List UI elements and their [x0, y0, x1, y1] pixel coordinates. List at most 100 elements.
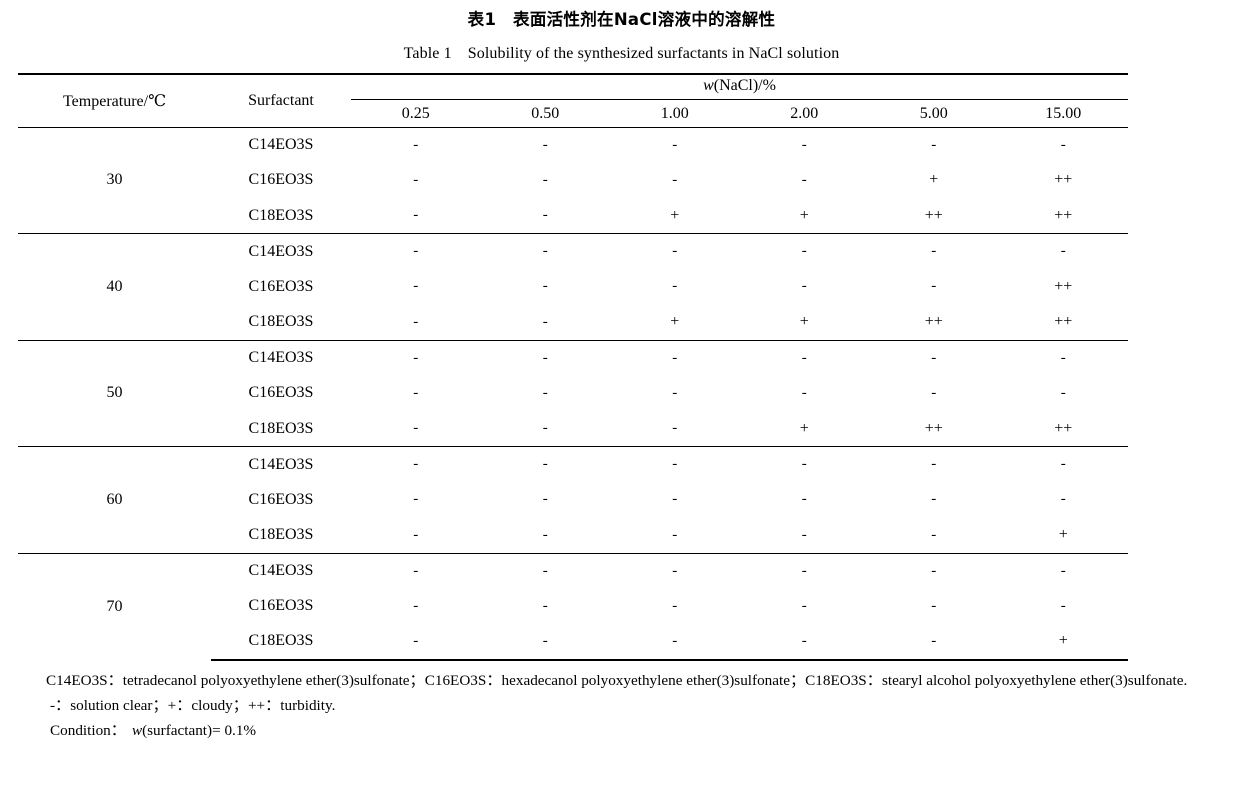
column-header-conc-1: 0.50: [531, 104, 560, 122]
footnote-condition: Condition： w(surfactant)= 0.1%: [16, 718, 1230, 743]
nacl-span-rule: [351, 99, 1129, 100]
cell-solubility-mark: -: [413, 171, 419, 188]
cell-solubility-mark: -: [931, 278, 937, 295]
solubility-table-container: Temperature/℃ Surfactant w(NaCl)/% 0.25 …: [18, 73, 1129, 661]
cell-solubility-mark: -: [998, 552, 1129, 589]
cell-solubility-mark: -: [801, 491, 807, 508]
header-underline-row: [18, 99, 1129, 100]
cell-solubility-mark: +: [929, 171, 939, 189]
cell-solubility-mark: -: [542, 526, 548, 543]
cell-solubility-mark: -: [351, 233, 481, 269]
table-footnotes: C14EO3S：tetradecanol polyoxyethylene eth…: [16, 668, 1230, 743]
cell-surfactant: C14EO3S: [211, 126, 351, 163]
nacl-group-rest: (NaCl)/%: [713, 77, 776, 94]
cell-solubility-mark: -: [351, 339, 481, 376]
cell-solubility-mark: -: [801, 278, 807, 295]
cell-solubility-mark: -: [413, 420, 419, 436]
cell-surfactant: C16EO3S: [248, 490, 314, 508]
cell-solubility-mark: -: [542, 171, 548, 188]
cell-solubility-mark: ++: [1054, 313, 1073, 330]
table-row: 60 C14EO3S - - - - - -: [18, 446, 1129, 553]
table-row: C18EO3S - - + + ++ ++: [18, 305, 1128, 341]
column-header-conc-2: 1.00: [660, 104, 689, 122]
column-header-nacl-group: w(NaCl)/%: [351, 74, 1128, 99]
cell-solubility-mark: ++: [924, 206, 943, 224]
cell-surfactant: C16EO3S: [248, 384, 314, 402]
cell-solubility-mark: -: [869, 446, 999, 482]
cell-solubility-mark: -: [998, 126, 1129, 163]
cell-surfactant: C18EO3S: [248, 419, 314, 437]
cell-solubility-mark: -: [869, 624, 999, 661]
cell-solubility-mark: -: [413, 526, 419, 543]
column-header-conc-5: 15.00: [1045, 104, 1082, 122]
cell-solubility-mark: +: [799, 313, 809, 330]
cell-solubility-mark: -: [413, 313, 419, 330]
cell-solubility-mark: -: [672, 491, 678, 508]
cell-solubility-mark: -: [739, 552, 869, 589]
cell-surfactant: C16EO3S: [248, 277, 314, 295]
cell-solubility-mark: -: [739, 339, 869, 376]
cell-surfactant: C14EO3S: [211, 233, 351, 269]
cell-surfactant: C18EO3S: [248, 526, 314, 543]
table-row: C18EO3S - - + + ++ ++: [18, 198, 1128, 234]
header-row-concentrations: 0.25 0.50 1.00 2.00 5.00 15.00: [18, 100, 1128, 127]
cell-solubility-mark: ++: [1054, 419, 1073, 437]
table-row: C18EO3S - - - - - +: [18, 518, 1128, 554]
cell-solubility-mark: +: [799, 419, 809, 437]
condition-rest: (surfactant)= 0.1%: [142, 721, 257, 739]
cell-solubility-mark: -: [351, 624, 481, 661]
cell-solubility-mark: -: [480, 126, 610, 163]
condition-prefix: Condition：: [50, 721, 126, 739]
cell-solubility-mark: -: [610, 339, 740, 376]
cell-solubility-mark: -: [801, 526, 807, 543]
cell-solubility-mark: -: [480, 446, 610, 482]
cell-solubility-mark: ++: [924, 313, 943, 330]
cell-surfactant: C18EO3S: [211, 624, 351, 661]
cell-solubility-mark: -: [413, 207, 419, 223]
cell-surfactant: C18EO3S: [248, 313, 314, 330]
cell-solubility-mark: -: [1060, 384, 1066, 401]
cell-temperature: 60: [18, 446, 211, 553]
cell-solubility-mark: +: [1058, 526, 1068, 543]
cell-solubility-mark: -: [1060, 491, 1066, 508]
cell-surfactant: C14EO3S: [211, 339, 351, 376]
cell-solubility-mark: ++: [1054, 171, 1073, 189]
cell-solubility-mark: -: [801, 597, 807, 614]
cell-solubility-mark: -: [931, 597, 937, 614]
condition-w-symbol: w: [131, 721, 143, 739]
cell-surfactant: C14EO3S: [211, 446, 351, 482]
nacl-w-symbol: w: [703, 77, 714, 94]
cell-solubility-mark: -: [869, 126, 999, 163]
cell-solubility-mark: -: [801, 384, 807, 401]
cell-solubility-mark: -: [739, 233, 869, 269]
cell-solubility-mark: -: [480, 624, 610, 661]
header-row-group: Temperature/℃ Surfactant w(NaCl)/%: [18, 74, 1129, 110]
cell-solubility-mark: ++: [924, 419, 943, 437]
table-body: 30 C14EO3S - - - - - - C16EO3S - - - - + ++ C18EO3S - - + +…: [18, 126, 1129, 661]
cell-solubility-mark: -: [480, 339, 610, 376]
footnote-legend: -：solution clear；+：cloudy；++：turbidity.: [50, 696, 336, 714]
cell-solubility-mark: -: [998, 233, 1129, 269]
table-row: C16EO3S - - - - - -: [18, 482, 1128, 518]
cell-solubility-mark: -: [672, 171, 678, 188]
table-row: 50 C14EO3S - - - - - -: [18, 339, 1129, 447]
cell-solubility-mark: -: [610, 624, 740, 661]
cell-solubility-mark: -: [672, 526, 678, 543]
cell-solubility-mark: -: [351, 446, 481, 482]
cell-solubility-mark: -: [610, 446, 740, 482]
cell-solubility-mark: -: [672, 597, 678, 614]
cell-surfactant: C18EO3S: [248, 206, 314, 224]
cell-solubility-mark: -: [542, 597, 548, 614]
cell-solubility-mark: +: [670, 313, 680, 330]
column-header-surfactant: Surfactant: [248, 91, 314, 109]
cell-solubility-mark: ++: [1054, 277, 1073, 295]
cell-solubility-mark: -: [413, 491, 419, 508]
cell-solubility-mark: -: [998, 446, 1129, 482]
cell-temperature: 40: [18, 233, 211, 340]
table-row: C16EO3S - - - - - -: [18, 589, 1128, 625]
nacl-span-rule-line: [351, 99, 1129, 100]
column-header-conc-0: 0.25: [401, 104, 430, 122]
cell-solubility-mark: -: [610, 552, 740, 589]
cell-solubility-mark: -: [931, 384, 937, 401]
